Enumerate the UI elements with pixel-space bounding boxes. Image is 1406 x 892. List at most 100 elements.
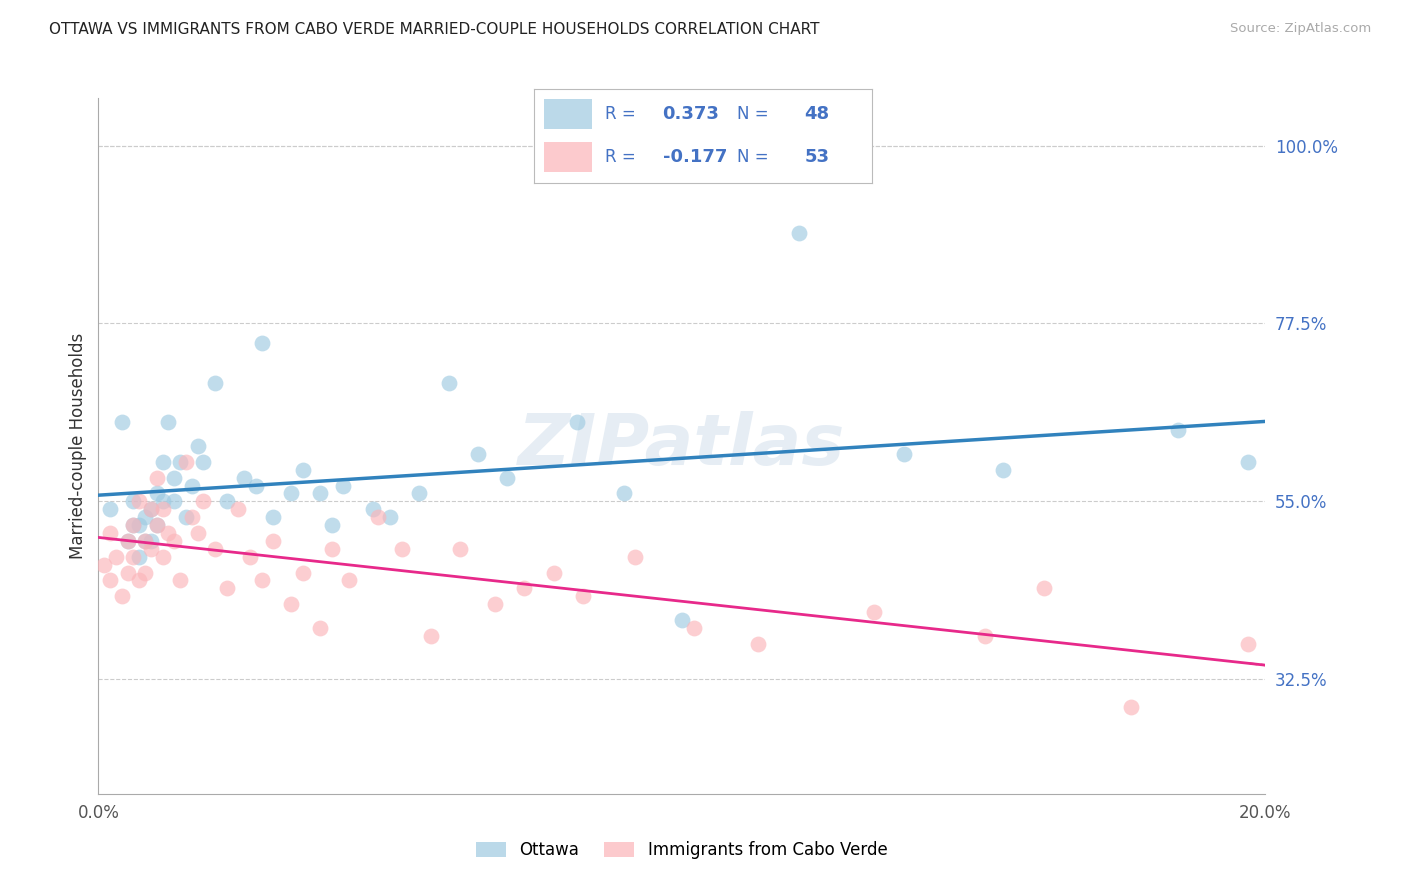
Text: 48: 48: [804, 104, 830, 122]
Point: [787, 226, 810, 240]
Point: [139, 502, 162, 516]
Point: [146, 486, 169, 500]
Point: [163, 533, 186, 548]
Point: [612, 486, 634, 500]
Point: [169, 574, 191, 588]
Point: [321, 541, 343, 556]
Point: [245, 478, 267, 492]
Legend: Ottawa, Immigrants from Cabo Verde: Ottawa, Immigrants from Cabo Verde: [470, 834, 894, 865]
Point: [204, 541, 226, 556]
Point: [513, 582, 536, 596]
Point: [291, 463, 314, 477]
Point: [117, 533, 139, 548]
Bar: [544, 142, 592, 171]
Point: [163, 494, 186, 508]
Point: [1237, 455, 1260, 469]
Point: [495, 470, 517, 484]
Point: [117, 566, 139, 580]
Point: [280, 597, 302, 611]
Point: [128, 574, 150, 588]
Point: [174, 455, 197, 469]
Point: [233, 470, 256, 484]
Point: [180, 478, 202, 492]
Point: [250, 336, 273, 351]
Point: [111, 589, 134, 603]
Point: [378, 510, 402, 524]
Point: [93, 558, 115, 572]
Point: [152, 455, 174, 469]
Point: [180, 510, 202, 524]
Point: [1167, 423, 1189, 437]
Point: [449, 541, 471, 556]
Point: [98, 526, 121, 541]
Point: [146, 518, 169, 533]
Point: [104, 549, 127, 564]
Point: [163, 470, 186, 484]
Point: [174, 510, 197, 524]
Text: N =: N =: [737, 148, 773, 166]
Point: [250, 574, 273, 588]
Point: [239, 549, 262, 564]
Point: [157, 415, 180, 429]
Point: [228, 502, 250, 516]
Point: [408, 486, 430, 500]
Point: [291, 566, 314, 580]
Point: [122, 518, 145, 533]
Point: [309, 486, 332, 500]
Point: [98, 502, 121, 516]
Point: [134, 533, 156, 548]
Point: [128, 518, 150, 533]
Text: Source: ZipAtlas.com: Source: ZipAtlas.com: [1230, 22, 1371, 36]
Point: [280, 486, 302, 500]
Point: [420, 629, 443, 643]
Text: 0.373: 0.373: [662, 104, 720, 122]
Point: [152, 494, 174, 508]
Point: [467, 447, 489, 461]
Point: [139, 533, 162, 548]
Text: R =: R =: [605, 148, 641, 166]
Point: [682, 621, 704, 635]
Point: [134, 566, 156, 580]
Point: [571, 589, 593, 603]
Point: [111, 415, 134, 429]
Point: [187, 439, 209, 453]
Text: 53: 53: [804, 148, 830, 166]
Point: [122, 518, 145, 533]
Point: [204, 376, 226, 390]
Point: [128, 549, 150, 564]
Point: [215, 494, 238, 508]
Point: [134, 510, 156, 524]
Point: [169, 455, 191, 469]
Text: N =: N =: [737, 104, 773, 122]
Point: [134, 533, 156, 548]
Point: [624, 549, 647, 564]
Text: OTTAWA VS IMMIGRANTS FROM CABO VERDE MARRIED-COUPLE HOUSEHOLDS CORRELATION CHART: OTTAWA VS IMMIGRANTS FROM CABO VERDE MAR…: [49, 22, 820, 37]
Point: [152, 549, 174, 564]
Point: [367, 510, 389, 524]
Point: [893, 447, 915, 461]
Point: [122, 494, 145, 508]
Point: [122, 549, 145, 564]
Point: [193, 494, 215, 508]
Point: [309, 621, 332, 635]
Point: [437, 376, 460, 390]
Text: -0.177: -0.177: [662, 148, 727, 166]
Point: [671, 613, 693, 627]
Point: [193, 455, 215, 469]
Point: [1121, 699, 1143, 714]
Point: [863, 605, 886, 619]
Point: [262, 533, 284, 548]
Point: [361, 502, 384, 516]
Point: [991, 463, 1014, 477]
Point: [146, 518, 169, 533]
Point: [146, 470, 169, 484]
Point: [321, 518, 343, 533]
Point: [332, 478, 354, 492]
Point: [157, 526, 180, 541]
Point: [187, 526, 209, 541]
Y-axis label: Married-couple Households: Married-couple Households: [69, 333, 87, 559]
Point: [128, 494, 150, 508]
Text: R =: R =: [605, 104, 641, 122]
Point: [747, 637, 769, 651]
Text: ZIPatlas: ZIPatlas: [519, 411, 845, 481]
